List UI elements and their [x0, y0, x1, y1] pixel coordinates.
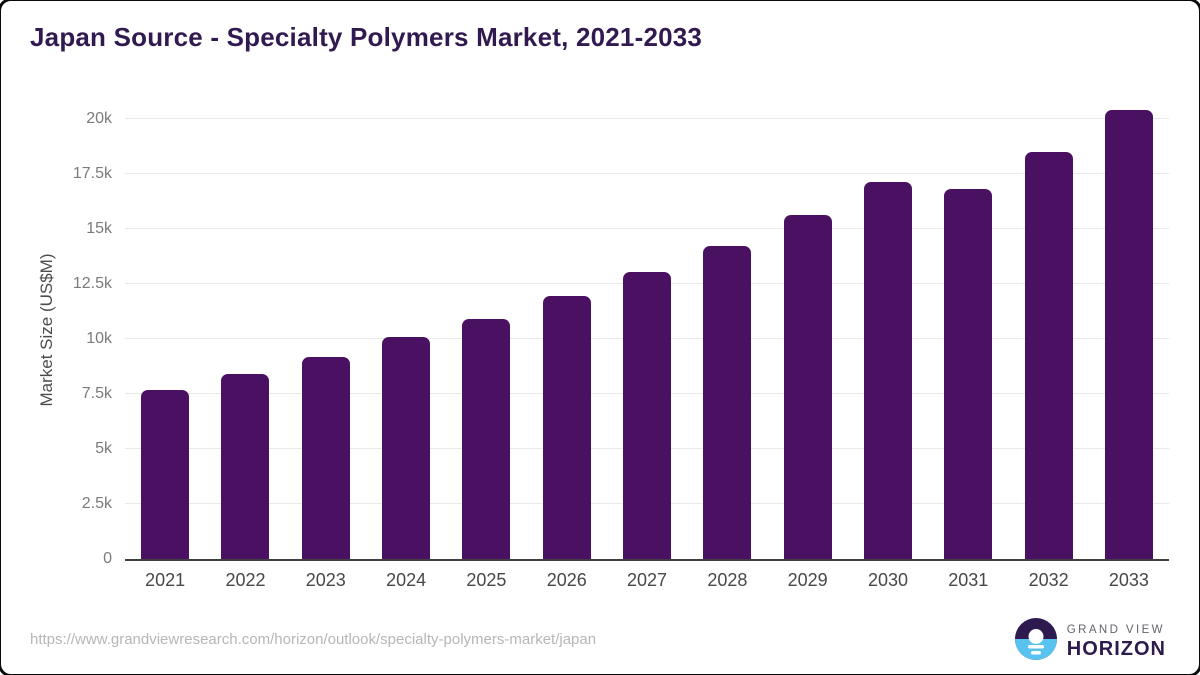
x-tick-label-2031: 2031 — [948, 570, 989, 590]
bar-slot — [848, 98, 928, 559]
x-tick-label-2030: 2030 — [867, 570, 908, 590]
x-tick-label-2022: 2022 — [225, 570, 266, 590]
y-tick-label: 7.5k — [81, 385, 112, 402]
bar-slot — [607, 98, 687, 559]
gridline — [125, 228, 1169, 229]
source-url: https://www.grandviewresearch.com/horizo… — [30, 631, 597, 648]
x-tick-label-2023: 2023 — [305, 570, 346, 590]
brand-logo: GRAND VIEW HORIZON — [1014, 617, 1166, 665]
bar-2028[interactable] — [703, 245, 752, 559]
x-tick-label-2028: 2028 — [707, 570, 748, 590]
bar-slot — [928, 98, 1008, 559]
logo-reflection-line-1 — [1027, 644, 1044, 648]
bar-slot — [527, 98, 607, 559]
y-tick-labels: 0 2.5k 5k 7.5k 10k 12.5k 15k 17.5k 20k — [0, 98, 112, 567]
bar-slot — [366, 98, 446, 559]
horizon-logo-icon — [1014, 617, 1057, 665]
x-tick-labels: 2021 2022 2023 2024 2025 2026 2027 2028 2029 2030… — [125, 570, 1169, 591]
bar-2021[interactable] — [141, 389, 190, 559]
bar-slot — [446, 98, 526, 559]
y-tick-label: 20k — [86, 110, 112, 127]
bars-row — [125, 98, 1169, 559]
bar-2031[interactable] — [944, 189, 993, 559]
y-tick-label: 10k — [86, 330, 112, 347]
y-tick-label: 17.5k — [72, 165, 112, 182]
x-tick-label-2024: 2024 — [386, 570, 427, 590]
bar-slot — [1089, 98, 1169, 559]
chart-title: Japan Source - Specialty Polymers Market… — [30, 22, 703, 52]
plot-area — [125, 98, 1169, 561]
y-tick-label: 0 — [103, 550, 112, 567]
bar-2024[interactable] — [382, 336, 431, 559]
x-tick-label-2021: 2021 — [145, 570, 186, 590]
y-tick-label: 5k — [95, 440, 112, 457]
bar-slot — [687, 98, 767, 559]
y-tick-label: 15k — [86, 220, 112, 237]
x-tick-label-2026: 2026 — [546, 570, 587, 590]
bar-slot — [205, 98, 285, 559]
bar-2022[interactable] — [221, 374, 270, 559]
logo-reflection-line-2 — [1030, 650, 1041, 654]
x-tick-label-2029: 2029 — [787, 570, 828, 590]
y-tick-label: 2.5k — [81, 495, 112, 512]
brand-text: GRAND VIEW HORIZON — [1067, 624, 1166, 659]
brand-name-top: GRAND VIEW — [1066, 623, 1165, 636]
logo-sun — [1028, 628, 1044, 644]
x-tick-label-2025: 2025 — [466, 570, 507, 590]
bar-slot — [768, 98, 848, 559]
brand-name-bottom: HORIZON — [1066, 637, 1166, 660]
bar-2025[interactable] — [462, 319, 511, 559]
gridline — [125, 173, 1169, 174]
bar-slot — [125, 98, 205, 559]
bar-slot — [286, 98, 366, 559]
bar-2030[interactable] — [863, 181, 912, 559]
bar-2033[interactable] — [1104, 110, 1153, 559]
bar-2026[interactable] — [542, 296, 591, 559]
bar-slot — [1008, 98, 1088, 559]
logo-circle-bottom — [1014, 638, 1057, 660]
y-tick-label: 12.5k — [72, 275, 112, 292]
bar-2023[interactable] — [301, 356, 350, 559]
x-tick-label-2027: 2027 — [627, 570, 668, 590]
x-tick-label-2032: 2032 — [1028, 570, 1069, 590]
gridline — [125, 118, 1169, 119]
bar-2029[interactable] — [783, 214, 832, 559]
x-tick-label-2033: 2033 — [1108, 570, 1149, 590]
bar-2032[interactable] — [1024, 152, 1073, 559]
bar-2027[interactable] — [623, 271, 672, 559]
